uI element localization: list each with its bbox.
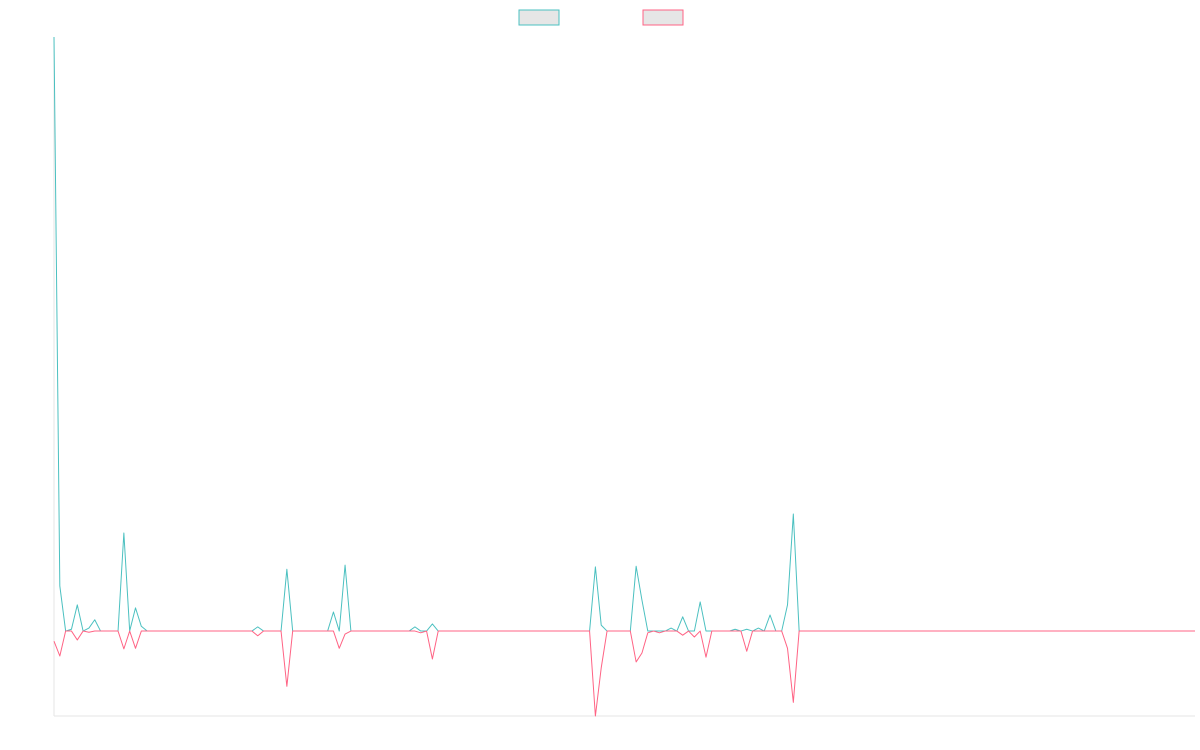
legend-swatch (518, 9, 560, 26)
series-line (53, 36, 1195, 632)
series-line (53, 630, 1195, 717)
legend-swatch (642, 9, 684, 26)
